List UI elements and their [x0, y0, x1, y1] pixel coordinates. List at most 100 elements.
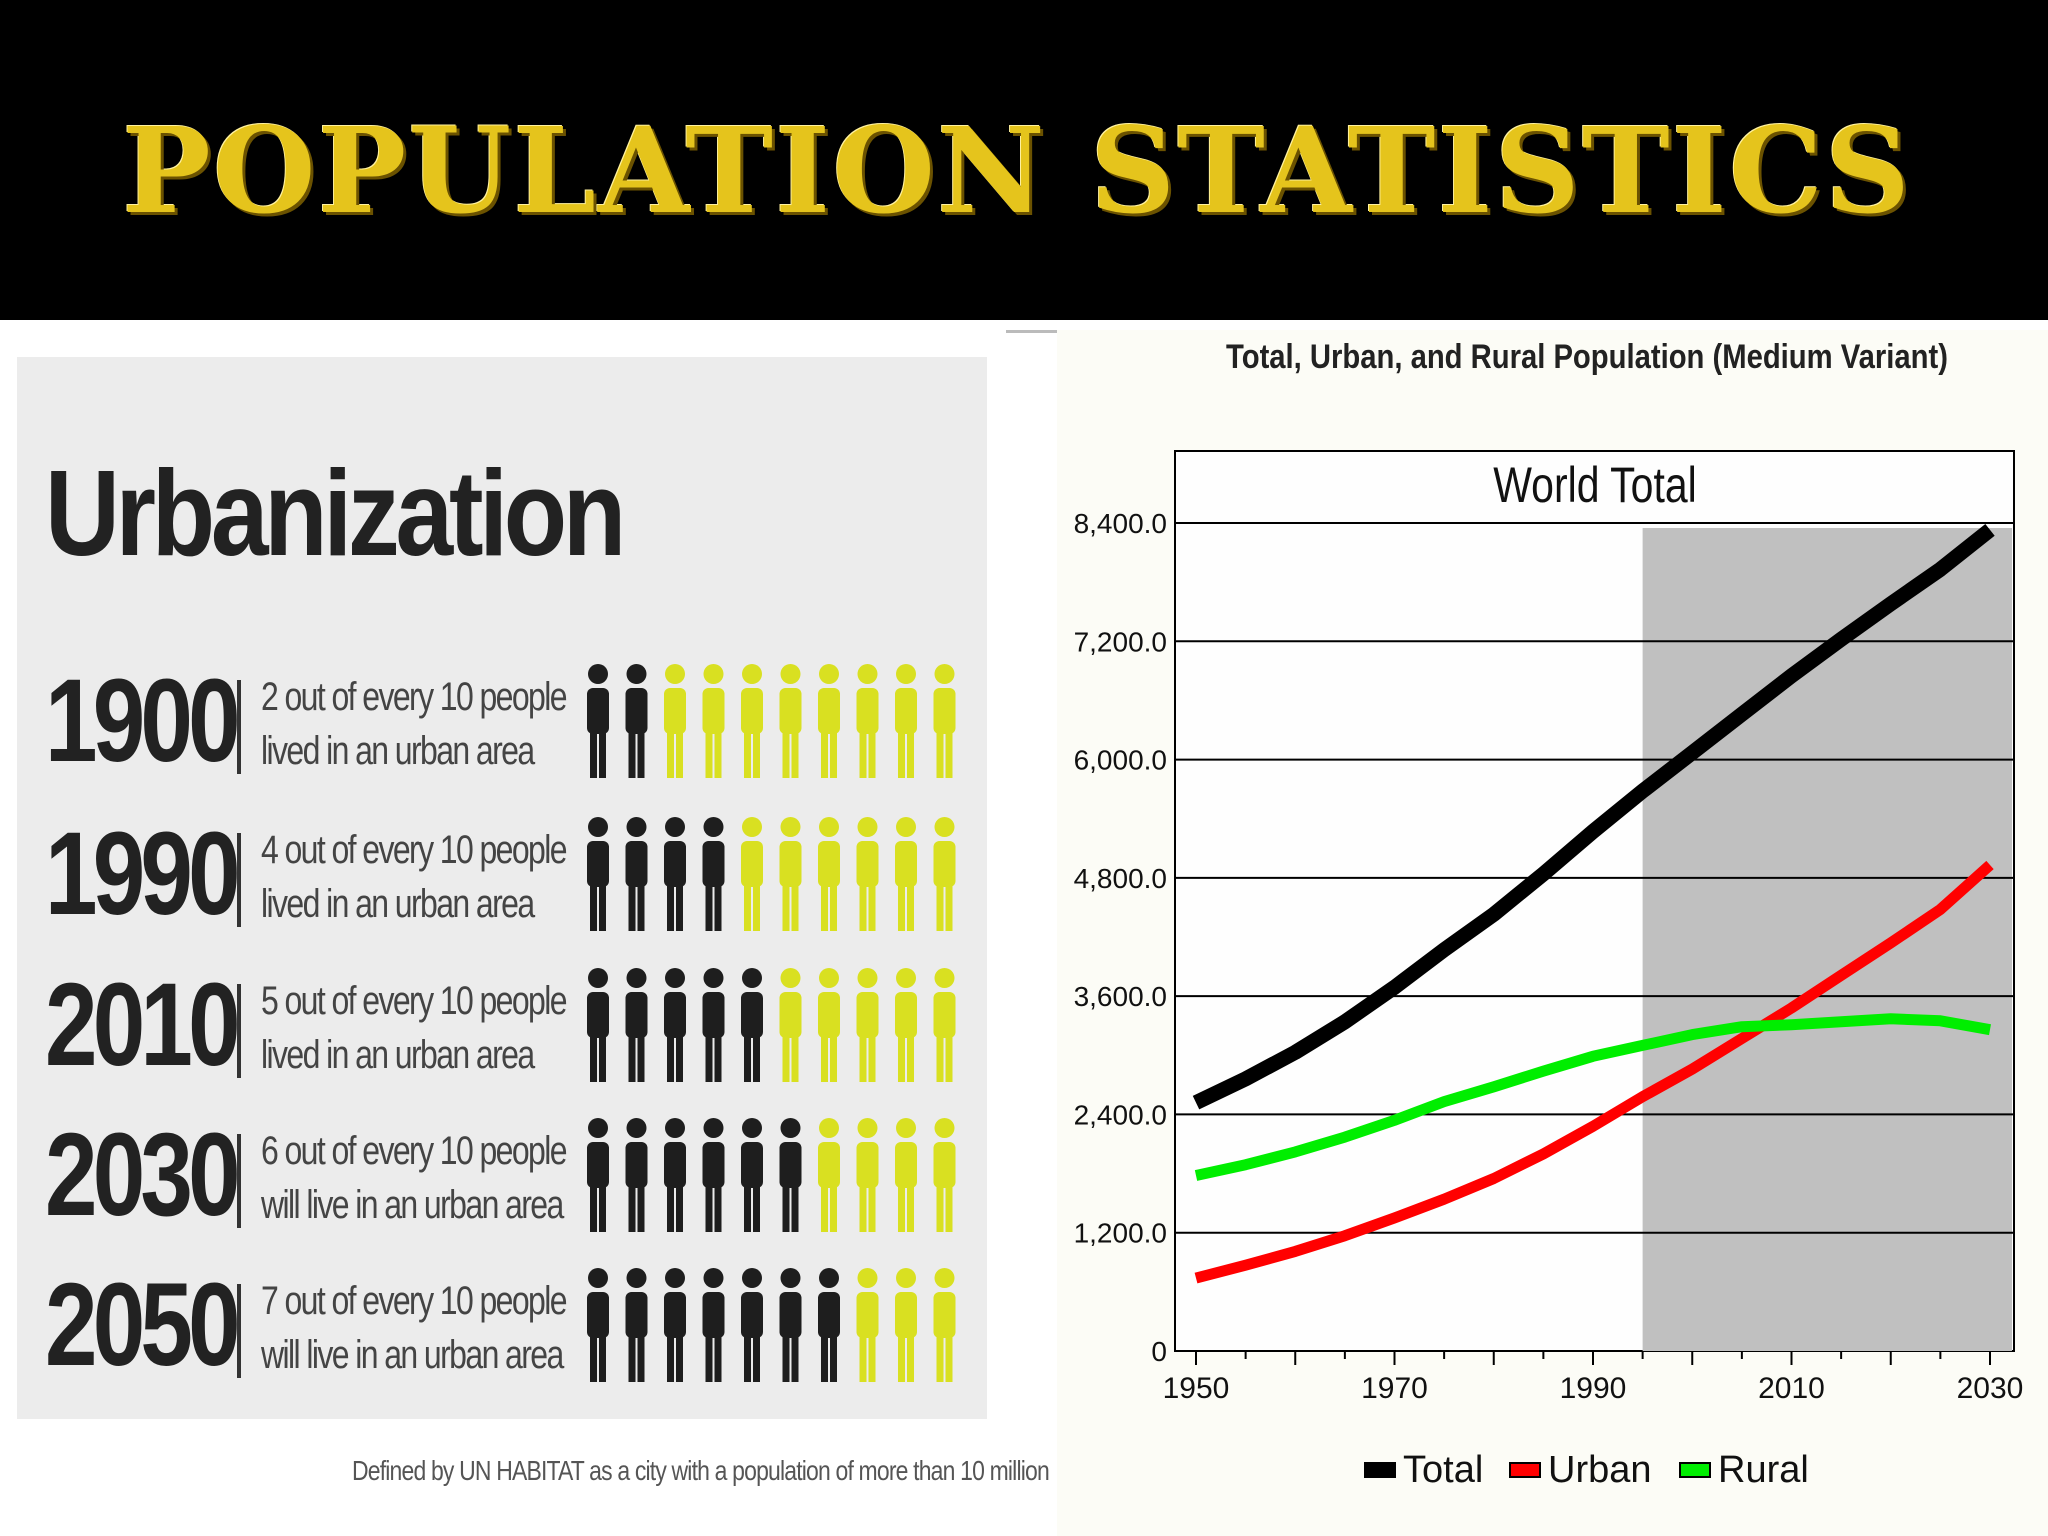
rural-person-icon [856, 1268, 879, 1382]
y-tick-label: 3,600.0 [1074, 981, 1167, 1012]
row-description: 7 out of every 10 people will live in an… [261, 1274, 568, 1382]
urban-person-icon [587, 817, 609, 931]
people-icons [587, 1268, 956, 1382]
legend-label: Rural [1718, 1449, 1809, 1491]
urban-person-icon [587, 1268, 609, 1382]
rural-person-icon [856, 664, 879, 778]
rural-person-icon [895, 817, 917, 931]
x-tick-label: 1950 [1163, 1372, 1230, 1405]
urban-person-icon [702, 1118, 725, 1232]
rural-person-icon [818, 968, 840, 1082]
row-line-2: will live in an urban area [261, 1183, 564, 1227]
urban-person-icon [702, 1268, 725, 1382]
urban-person-icon [587, 664, 609, 778]
row-divider [237, 1284, 241, 1378]
urbanization-infographic: Urbanization 1900 2 out of every 10 peop… [17, 357, 987, 1419]
urban-person-icon [625, 1118, 648, 1232]
urban-person-icon [779, 1268, 802, 1382]
urban-person-icon [625, 968, 648, 1082]
urban-person-icon [741, 968, 763, 1082]
rural-person-icon [741, 817, 763, 931]
rural-person-icon [779, 664, 802, 778]
rural-person-icon [856, 968, 879, 1082]
projection-shading [1642, 528, 2012, 1351]
row-divider [237, 680, 241, 774]
y-tick-label: 6,000.0 [1074, 745, 1167, 776]
urbanization-row: 2050 7 out of every 10 people will live … [17, 1266, 987, 1416]
rural-person-icon [933, 968, 956, 1082]
urban-person-icon [587, 968, 609, 1082]
legend-item-total: Total [1364, 1449, 1483, 1491]
people-icons [587, 664, 956, 778]
legend-swatch [1509, 1462, 1541, 1478]
panel-divider [1006, 330, 1058, 333]
y-tick-label: 7,200.0 [1074, 626, 1167, 657]
rural-person-icon [933, 1268, 956, 1382]
urban-person-icon [664, 817, 686, 931]
rural-person-icon [933, 664, 956, 778]
row-year: 2050 [45, 1259, 241, 1391]
urbanization-row: 2010 5 out of every 10 people lived in a… [17, 966, 987, 1116]
legend-swatch [1364, 1462, 1396, 1478]
urban-person-icon [625, 817, 648, 931]
rural-person-icon [933, 817, 956, 931]
x-tick-label: 2010 [1758, 1372, 1825, 1405]
rural-person-icon [741, 664, 763, 778]
chart-title: Total, Urban, and Rural Population (Medi… [1226, 337, 1948, 376]
legend-item-rural: Rural [1679, 1449, 1809, 1491]
chart-panel: Total, Urban, and Rural Population (Medi… [1057, 330, 2048, 1536]
rural-person-icon [856, 817, 879, 931]
x-tick-label: 1990 [1560, 1372, 1627, 1405]
chart-subtitle: World Total [1493, 457, 1697, 513]
y-tick-label: 1,200.0 [1074, 1218, 1167, 1249]
rural-person-icon [818, 817, 840, 931]
row-divider [237, 984, 241, 1078]
people-icons [587, 968, 956, 1082]
series-line-rural [1194, 1013, 1991, 1181]
y-tick-label: 8,400.0 [1074, 508, 1167, 539]
rural-person-icon [895, 1118, 917, 1232]
row-divider [237, 1134, 241, 1228]
row-year: 1990 [45, 808, 241, 940]
row-line-1: 5 out of every 10 people [261, 979, 568, 1023]
urban-person-icon [664, 1268, 686, 1382]
x-tick-label: 2030 [1957, 1372, 2024, 1405]
row-line-2: will live in an urban area [261, 1333, 564, 1377]
y-tick-label: 4,800.0 [1074, 863, 1167, 894]
title-bar: Population Statistics [0, 0, 2048, 320]
slide-title: Population Statistics [122, 101, 1912, 240]
row-description: 5 out of every 10 people lived in an urb… [261, 974, 568, 1082]
urban-person-icon [625, 664, 648, 778]
row-line-1: 2 out of every 10 people [261, 675, 568, 719]
urban-person-icon [702, 968, 725, 1082]
rural-person-icon [818, 664, 840, 778]
urban-person-icon [741, 1118, 763, 1232]
infographic-heading: Urbanization [45, 445, 626, 581]
rural-person-icon [895, 968, 917, 1082]
row-description: 6 out of every 10 people will live in an… [261, 1124, 568, 1232]
people-icons [587, 1118, 956, 1232]
urbanization-row: 1990 4 out of every 10 people lived in a… [17, 815, 987, 965]
urban-person-icon [587, 1118, 609, 1232]
urban-person-icon [702, 817, 725, 931]
urban-person-icon [664, 968, 686, 1082]
series-line-total [1192, 524, 1995, 1110]
infographic-footnote: Defined by UN HABITAT as a city with a p… [352, 1455, 1050, 1486]
row-description: 4 out of every 10 people lived in an urb… [261, 823, 568, 931]
row-line-1: 6 out of every 10 people [261, 1129, 568, 1173]
urban-person-icon [818, 1268, 840, 1382]
rural-person-icon [895, 664, 917, 778]
legend-item-urban: Urban [1509, 1449, 1652, 1491]
urban-person-icon [664, 1118, 686, 1232]
row-line-2: lived in an urban area [261, 1033, 535, 1077]
urbanization-row: 2030 6 out of every 10 people will live … [17, 1116, 987, 1266]
rural-person-icon [818, 1118, 840, 1232]
x-tick-label: 1970 [1361, 1372, 1428, 1405]
legend-label: Total [1403, 1449, 1483, 1491]
legend-label: Urban [1548, 1449, 1652, 1491]
row-line-2: lived in an urban area [261, 882, 535, 926]
rural-person-icon [856, 1118, 879, 1232]
row-description: 2 out of every 10 people lived in an urb… [261, 670, 568, 778]
rural-person-icon [779, 817, 802, 931]
row-line-1: 4 out of every 10 people [261, 828, 568, 872]
